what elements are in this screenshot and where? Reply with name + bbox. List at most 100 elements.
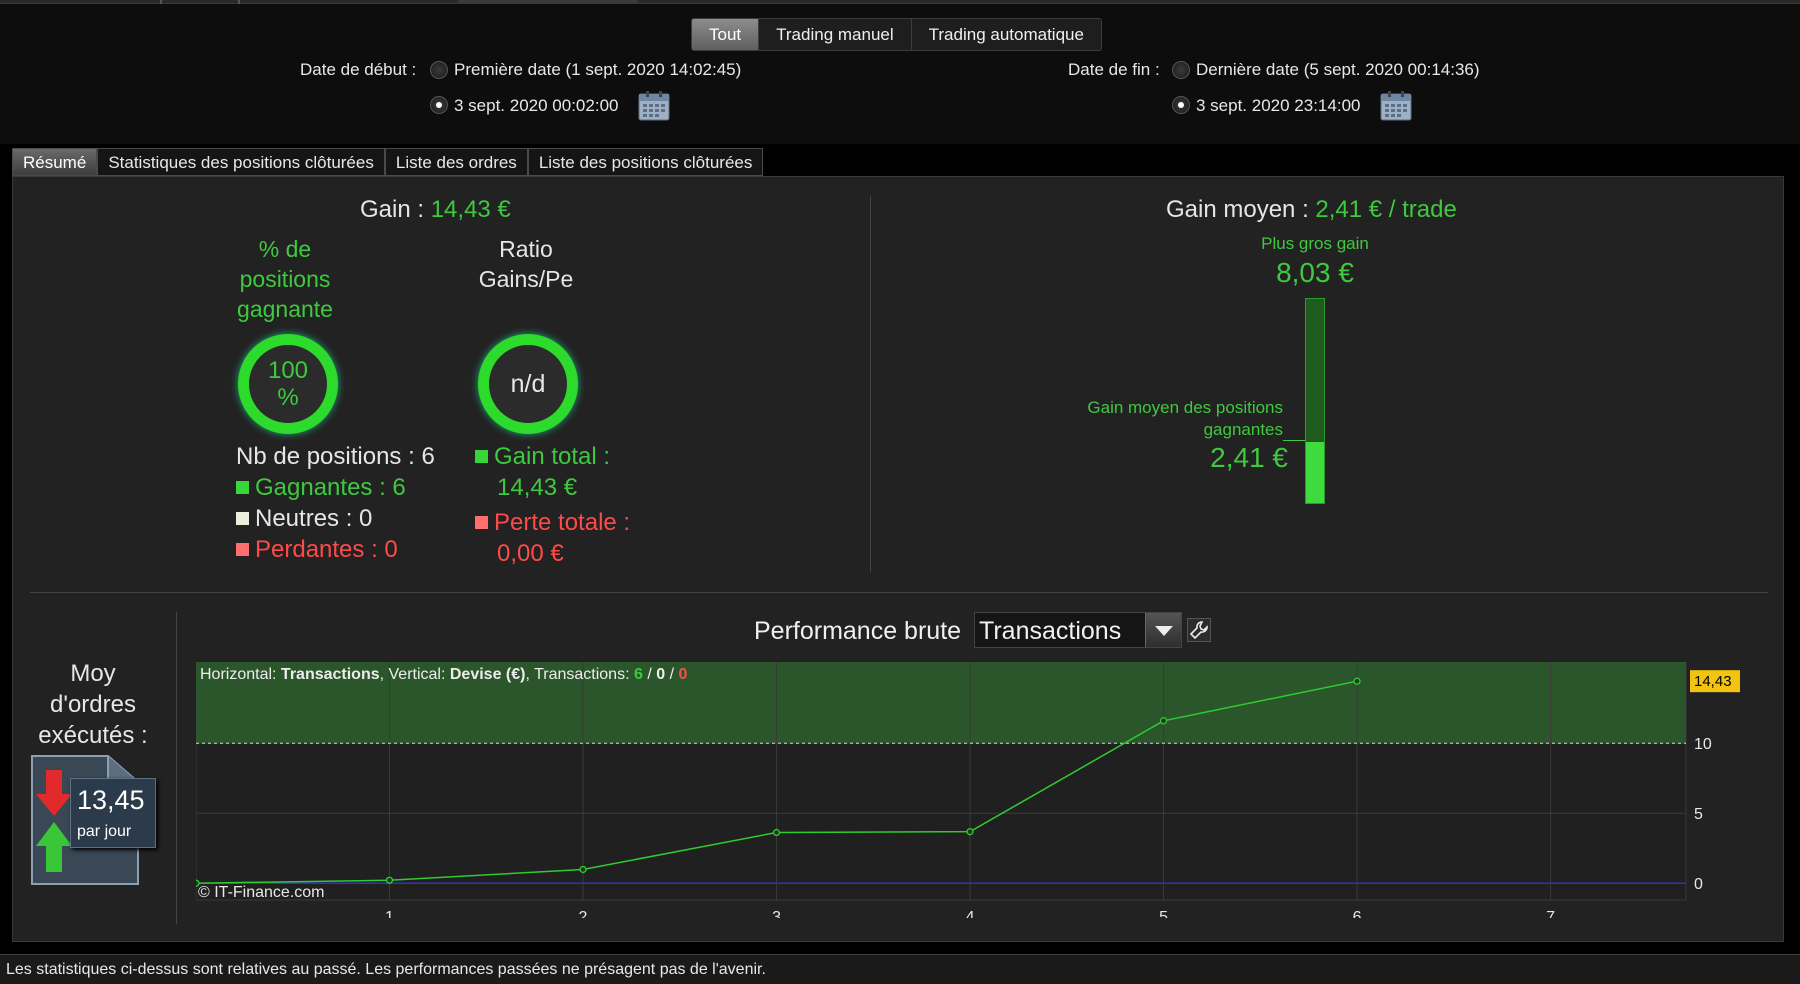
disclaimer-footer: Les statistiques ci-dessus sont relative… <box>0 954 1800 984</box>
y-tick-label: 10 <box>1694 736 1712 753</box>
max-gain-value: 8,03 € <box>1276 257 1354 288</box>
gain-label: Gain : <box>360 196 425 223</box>
window-tab-fragment[interactable] <box>458 0 638 4</box>
performance-mode-dropdown[interactable]: Transactions <box>974 612 1182 648</box>
section-divider <box>30 592 1768 593</box>
win-rate-title-line: % de <box>258 236 312 262</box>
ratio-title-line: Ratio <box>499 236 553 262</box>
total-loss-swatch <box>475 516 488 529</box>
win-rate-value: 100 % <box>268 357 308 411</box>
ratio-gauge: n/d <box>478 334 578 434</box>
end-date-label: Date de fin : <box>1068 60 1160 79</box>
win-rate-title: % de positions gagnante <box>228 234 342 326</box>
average-gain-value: 2,41 € / trade <box>1315 196 1457 223</box>
average-gain-fill <box>1306 441 1324 503</box>
watermark-text: © IT-Finance.com <box>198 884 325 901</box>
calendar-icon[interactable] <box>638 91 670 121</box>
performance-mode-value: Transactions <box>979 617 1122 645</box>
ratio-title: Ratio Gains/Pe <box>470 234 582 296</box>
tab-order-list[interactable]: Liste des ordres <box>384 148 528 176</box>
last-value-badge: 14,43 <box>1690 670 1740 693</box>
orders-title: Moy d'ordres exécutés : <box>20 658 166 751</box>
win-rate-unit: % <box>277 384 299 411</box>
last-value-badge-bg <box>1690 670 1740 693</box>
tab-summary[interactable]: Résumé <box>12 148 98 176</box>
data-point <box>1353 677 1361 685</box>
gain-distribution-bar <box>1305 298 1325 504</box>
end-last-date-label: Dernière date (5 sept. 2020 00:14:36) <box>1196 60 1480 79</box>
chart-info-line: Horizontal: Transactions, Vertical: Devi… <box>200 666 687 683</box>
segment-automatic-trading[interactable]: Trading automatique <box>928 25 1084 44</box>
data-point <box>385 876 394 884</box>
orders-per-day-value: 13,45 <box>77 785 145 815</box>
orders-title-line: Moy <box>70 660 116 687</box>
end-custom-date-value[interactable]: 3 sept. 2020 23:14:00 <box>1196 96 1361 115</box>
total-gain-label: Gain total : <box>494 443 611 470</box>
win-rate-title-line: gagnante <box>237 296 333 322</box>
average-gain-label: Gain moyen : <box>1166 196 1309 223</box>
x-tick-label: 6 <box>1353 909 1362 918</box>
last-value-text: 14,43 <box>1694 673 1732 690</box>
total-gain-value: 14,43 € <box>497 474 578 501</box>
average-winning-label-line: gagnantes <box>1203 420 1283 439</box>
average-winning-label: Gain moyen des positions gagnantes <box>1040 397 1283 441</box>
orders-per-day-badge: 13,45 par jour <box>70 778 156 848</box>
ratio-title-line: Gains/Pe <box>478 266 574 292</box>
average-gain-heading: Gain moyen : 2,41 € / trade <box>1166 196 1457 224</box>
wrench-icon <box>1189 621 1208 640</box>
average-marker-line <box>1283 440 1305 441</box>
end-last-date-radio[interactable] <box>1172 61 1190 79</box>
losing-legend-swatch <box>236 543 249 556</box>
chart-info-prefix: Horizontal: <box>200 666 281 683</box>
orders-title-line: exécutés : <box>38 722 148 749</box>
chart-tx-loss: 0 <box>678 666 687 683</box>
data-point <box>772 828 781 837</box>
chart-tx-win: 6 <box>634 666 643 683</box>
segment-all[interactable]: Tout <box>692 19 760 50</box>
performance-chart: 1 2 3 4 5 6 7 0 5 10 14,43 Horizontal: Transacti… <box>196 662 1740 918</box>
chevron-down-icon <box>1155 626 1173 636</box>
winning-positions: Gagnantes : 6 <box>236 472 435 503</box>
window-divider <box>160 0 162 4</box>
y-axis-ticks: 0 5 10 <box>1694 736 1712 893</box>
chart-settings-button[interactable] <box>1187 618 1211 642</box>
y-tick-label: 0 <box>1694 876 1703 893</box>
calendar-icon[interactable] <box>1380 91 1412 121</box>
chart-tx-neutral: 0 <box>656 666 665 683</box>
tab-closed-position-stats[interactable]: Statistiques des positions clôturées <box>97 148 385 176</box>
start-first-date-radio[interactable] <box>430 61 448 79</box>
filter-header: Tout Trading manuel Trading automatique … <box>0 4 1800 144</box>
data-point <box>579 865 587 874</box>
gain-value: 14,43 € <box>430 196 511 223</box>
neutral-positions-text: Neutres : 0 <box>255 505 373 532</box>
x-tick-label: 4 <box>966 909 975 918</box>
start-date-label: Date de début : <box>300 60 417 79</box>
end-custom-date-radio[interactable] <box>1172 96 1190 114</box>
positions-breakdown: Nb de positions : 6 Gagnantes : 6 Neutre… <box>236 441 435 565</box>
start-custom-date-radio[interactable] <box>430 96 448 114</box>
segment-manual-trading[interactable]: Trading manuel <box>759 19 912 50</box>
x-tick-label: 3 <box>772 909 781 918</box>
neutral-legend-swatch <box>236 512 249 525</box>
data-point <box>1159 717 1168 725</box>
section-divider <box>176 612 177 924</box>
data-point <box>196 879 200 887</box>
tab-closed-position-list[interactable]: Liste des positions clôturées <box>527 148 764 176</box>
performance-points <box>196 677 1361 887</box>
ratio-value: n/d <box>510 369 546 398</box>
x-tick-label: 2 <box>579 909 588 918</box>
chart-info-transactions: , Transactions: <box>525 666 634 683</box>
section-divider <box>870 196 871 572</box>
x-tick-label: 7 <box>1546 909 1555 918</box>
top-strip <box>0 0 1800 4</box>
max-gain-label: Plus gros gain <box>1261 234 1369 253</box>
x-axis-ticks: 1 2 3 4 5 6 7 <box>385 909 1555 918</box>
total-loss: Perte totale : <box>475 507 630 538</box>
start-custom-date-value[interactable]: 3 sept. 2020 00:02:00 <box>454 96 619 115</box>
winning-legend-swatch <box>236 481 249 494</box>
highlight-band <box>196 662 1686 744</box>
dropdown-arrow[interactable] <box>1145 613 1181 647</box>
average-winning-value: 2,41 € <box>1210 442 1288 473</box>
chart-info-horizontal: Transactions <box>281 666 380 683</box>
totals-breakdown: Gain total : 14,43 € Perte totale : 0,00… <box>475 441 630 569</box>
